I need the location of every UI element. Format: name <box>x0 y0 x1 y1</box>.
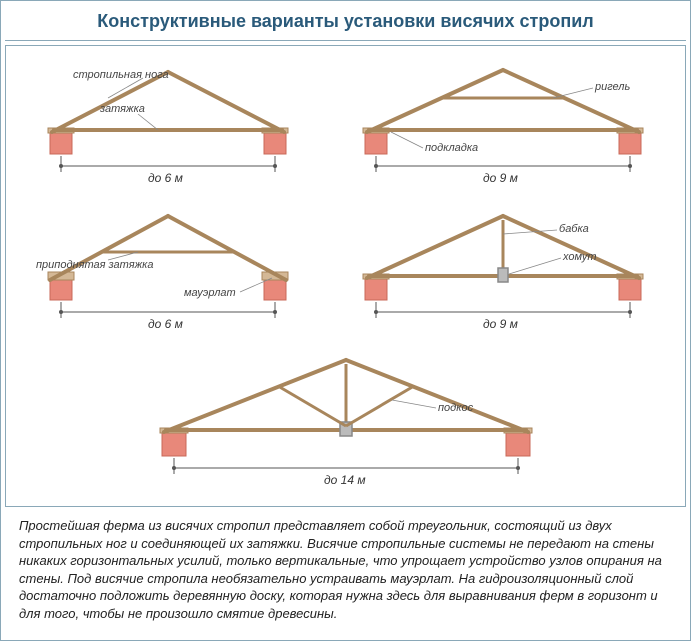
label-wallplate: мауэрлат <box>184 287 236 299</box>
truss-4-svg: бабка хомут до 9 м <box>343 200 663 340</box>
caption-text: Простейшая ферма из висячих стропил пред… <box>5 507 686 636</box>
truss-4: бабка хомут до 9 м <box>343 200 663 340</box>
strut-left <box>278 386 346 426</box>
label-tie: затяжка <box>99 103 145 115</box>
rafter-right <box>168 72 284 132</box>
truss-1-svg: стропильная нога затяжка до 6 м <box>28 54 308 194</box>
wall-left <box>365 278 387 300</box>
label-kingpost: бабка <box>559 223 589 235</box>
leader <box>392 400 436 408</box>
rafter-right <box>503 70 639 132</box>
outer-frame: Конструктивные варианты установки висячи… <box>0 0 691 641</box>
truss-3: приподнятая затяжка мауэрлат до 6 м <box>28 200 308 340</box>
rafter-right <box>168 216 286 280</box>
rafter-left <box>367 216 503 278</box>
dim-dot <box>59 164 63 168</box>
truss-2-svg: ригель подкладка до 9 м <box>343 54 663 194</box>
dim-text: до 6 м <box>148 317 183 331</box>
row-1: стропильная нога затяжка до 6 м <box>10 54 681 194</box>
dim-text: до 9 м <box>483 317 518 331</box>
rafter-left <box>164 360 346 432</box>
truss-5-svg: подкос до 14 м <box>136 346 556 496</box>
dim-dot <box>374 310 378 314</box>
leader <box>391 132 423 148</box>
dim-dot <box>628 164 632 168</box>
wall-left <box>162 432 186 456</box>
dim-dot <box>172 466 176 470</box>
leader <box>503 230 557 234</box>
label-collar: ригель <box>594 81 630 93</box>
rafter-right <box>346 360 528 432</box>
label-raised-tie: приподнятая затяжка <box>36 259 153 271</box>
wall-right <box>264 132 286 154</box>
wall-left <box>50 278 72 300</box>
dim-dot <box>273 310 277 314</box>
label-rafter: стропильная нога <box>73 69 169 81</box>
dim-dot <box>374 164 378 168</box>
wall-right <box>506 432 530 456</box>
clamp-plate <box>498 268 508 282</box>
truss-1: стропильная нога затяжка до 6 м <box>28 54 308 194</box>
diagram-panel: стропильная нога затяжка до 6 м <box>5 45 686 507</box>
rafter-left <box>367 70 503 132</box>
leader <box>138 114 158 130</box>
dim-dot <box>59 310 63 314</box>
page-title: Конструктивные варианты установки висячи… <box>5 5 686 41</box>
dim-text: до 6 м <box>148 171 183 185</box>
truss-2: ригель подкладка до 9 м <box>343 54 663 194</box>
row-3: подкос до 14 м <box>10 346 681 496</box>
row-2: приподнятая затяжка мауэрлат до 6 м <box>10 200 681 340</box>
strut-right <box>346 386 414 426</box>
wall-right <box>619 132 641 154</box>
truss-3-svg: приподнятая затяжка мауэрлат до 6 м <box>28 200 308 340</box>
wall-right <box>264 278 286 300</box>
truss-5: подкос до 14 м <box>136 346 556 496</box>
dim-text: до 14 м <box>324 473 366 487</box>
leader <box>553 88 593 98</box>
rafter-left <box>52 72 168 132</box>
dim-dot <box>516 466 520 470</box>
label-pad: подкладка <box>425 142 478 154</box>
dim-text: до 9 м <box>483 171 518 185</box>
wall-right <box>619 278 641 300</box>
dim-dot <box>273 164 277 168</box>
leader <box>509 258 561 274</box>
wall-left <box>50 132 72 154</box>
dim-dot <box>628 310 632 314</box>
label-strut: подкос <box>438 402 474 414</box>
wall-left <box>365 132 387 154</box>
label-clamp: хомут <box>562 251 597 263</box>
